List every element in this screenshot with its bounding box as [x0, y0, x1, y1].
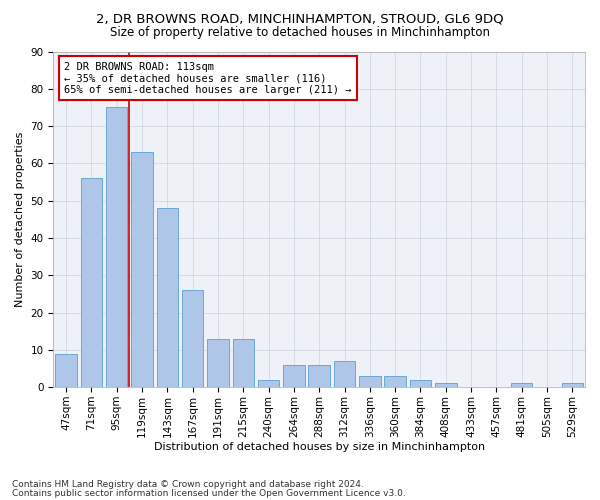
Bar	[435, 384, 457, 387]
Bar	[511, 384, 532, 387]
Y-axis label: Number of detached properties: Number of detached properties	[15, 132, 25, 307]
Bar	[308, 365, 330, 387]
Text: Size of property relative to detached houses in Minchinhampton: Size of property relative to detached ho…	[110, 26, 490, 39]
Bar	[80, 178, 102, 387]
Bar	[385, 376, 406, 387]
Bar	[258, 380, 280, 387]
Bar	[233, 338, 254, 387]
Text: Contains public sector information licensed under the Open Government Licence v3: Contains public sector information licen…	[12, 488, 406, 498]
Text: Contains HM Land Registry data © Crown copyright and database right 2024.: Contains HM Land Registry data © Crown c…	[12, 480, 364, 489]
Bar	[410, 380, 431, 387]
Bar	[55, 354, 77, 387]
Text: 2 DR BROWNS ROAD: 113sqm
← 35% of detached houses are smaller (116)
65% of semi-: 2 DR BROWNS ROAD: 113sqm ← 35% of detach…	[64, 62, 352, 95]
X-axis label: Distribution of detached houses by size in Minchinhampton: Distribution of detached houses by size …	[154, 442, 485, 452]
Bar	[562, 384, 583, 387]
Bar	[283, 365, 305, 387]
Bar	[359, 376, 380, 387]
Bar	[182, 290, 203, 387]
Bar	[334, 361, 355, 387]
Text: 2, DR BROWNS ROAD, MINCHINHAMPTON, STROUD, GL6 9DQ: 2, DR BROWNS ROAD, MINCHINHAMPTON, STROU…	[96, 12, 504, 26]
Bar	[106, 108, 127, 387]
Bar	[207, 338, 229, 387]
Bar	[157, 208, 178, 387]
Bar	[131, 152, 153, 387]
